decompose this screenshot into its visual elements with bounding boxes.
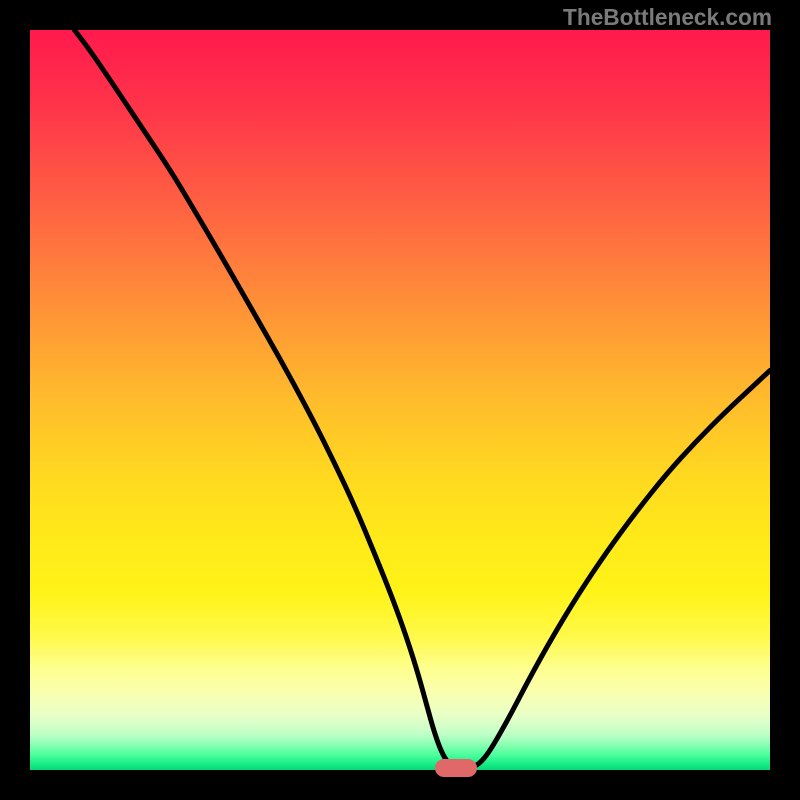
bottleneck-curve <box>30 30 770 770</box>
curve-path <box>74 30 770 769</box>
min-marker <box>435 759 477 777</box>
chart-frame: TheBottleneck.com <box>0 0 800 800</box>
plot-area <box>30 30 770 770</box>
watermark-text: TheBottleneck.com <box>563 4 772 31</box>
